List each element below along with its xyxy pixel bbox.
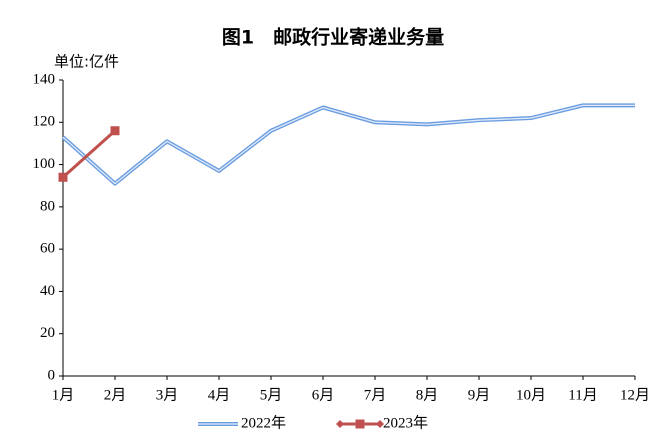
- y-tick-label: 80: [40, 198, 55, 214]
- legend-marker: [355, 419, 365, 429]
- y-tick-label: 60: [40, 241, 55, 257]
- x-tick-label: 4月: [208, 387, 231, 403]
- y-tick-label: 40: [40, 283, 55, 299]
- series-line: [61, 129, 117, 179]
- x-tick-label: 8月: [416, 387, 439, 403]
- y-axis-label: 单位:亿件: [54, 53, 119, 71]
- x-tick-label: 2月: [104, 387, 127, 403]
- y-tick-label: 120: [33, 114, 56, 130]
- x-tick-label: 9月: [468, 387, 491, 403]
- y-tick-label: 0: [48, 367, 56, 383]
- series-marker: [110, 126, 120, 136]
- x-tick-label: 5月: [260, 387, 283, 403]
- y-tick-label: 140: [33, 71, 56, 87]
- series-line: [61, 103, 635, 186]
- x-tick-label: 1月: [52, 387, 75, 403]
- x-tick-label: 11月: [568, 387, 597, 403]
- x-tick-label: 7月: [364, 387, 387, 403]
- chart-title: 图1 邮政行业寄递业务量: [222, 26, 444, 49]
- legend-diamond: [376, 420, 384, 428]
- series-marker: [58, 172, 68, 182]
- legend-label: 2022年: [241, 414, 286, 431]
- y-tick-label: 20: [40, 325, 55, 341]
- series-line-inner: [62, 104, 635, 185]
- x-tick-label: 3月: [156, 387, 179, 403]
- legend-label: 2023年: [383, 414, 428, 431]
- x-tick-label: 10月: [516, 387, 546, 403]
- x-tick-label: 12月: [620, 387, 650, 403]
- legend-diamond: [336, 420, 344, 428]
- x-tick-label: 6月: [312, 387, 335, 403]
- y-tick-label: 100: [33, 156, 56, 172]
